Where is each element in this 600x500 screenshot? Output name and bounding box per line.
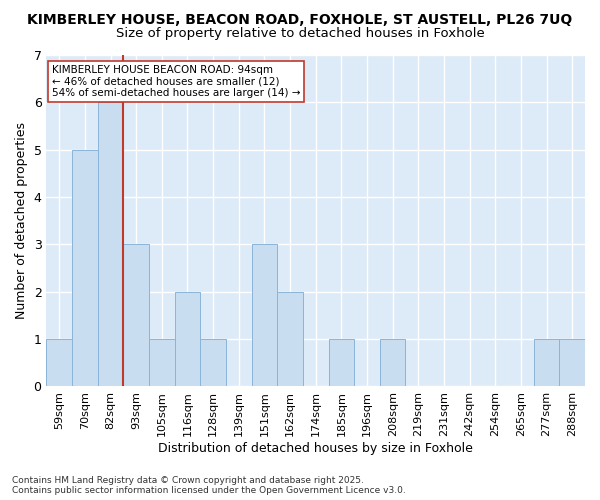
X-axis label: Distribution of detached houses by size in Foxhole: Distribution of detached houses by size … <box>158 442 473 455</box>
Text: Contains HM Land Registry data © Crown copyright and database right 2025.
Contai: Contains HM Land Registry data © Crown c… <box>12 476 406 495</box>
Bar <box>329 339 354 386</box>
Y-axis label: Number of detached properties: Number of detached properties <box>15 122 28 319</box>
Text: KIMBERLEY HOUSE, BEACON ROAD, FOXHOLE, ST AUSTELL, PL26 7UQ: KIMBERLEY HOUSE, BEACON ROAD, FOXHOLE, S… <box>28 12 572 26</box>
Bar <box>72 150 98 386</box>
Bar <box>200 339 226 386</box>
Bar <box>46 339 72 386</box>
Bar <box>149 339 175 386</box>
Bar <box>124 244 149 386</box>
Text: Size of property relative to detached houses in Foxhole: Size of property relative to detached ho… <box>116 28 484 40</box>
Bar <box>559 339 585 386</box>
Bar <box>380 339 406 386</box>
Bar <box>277 292 303 386</box>
Text: KIMBERLEY HOUSE BEACON ROAD: 94sqm
← 46% of detached houses are smaller (12)
54%: KIMBERLEY HOUSE BEACON ROAD: 94sqm ← 46%… <box>52 65 301 98</box>
Bar <box>175 292 200 386</box>
Bar <box>534 339 559 386</box>
Bar <box>251 244 277 386</box>
Bar <box>98 102 124 387</box>
